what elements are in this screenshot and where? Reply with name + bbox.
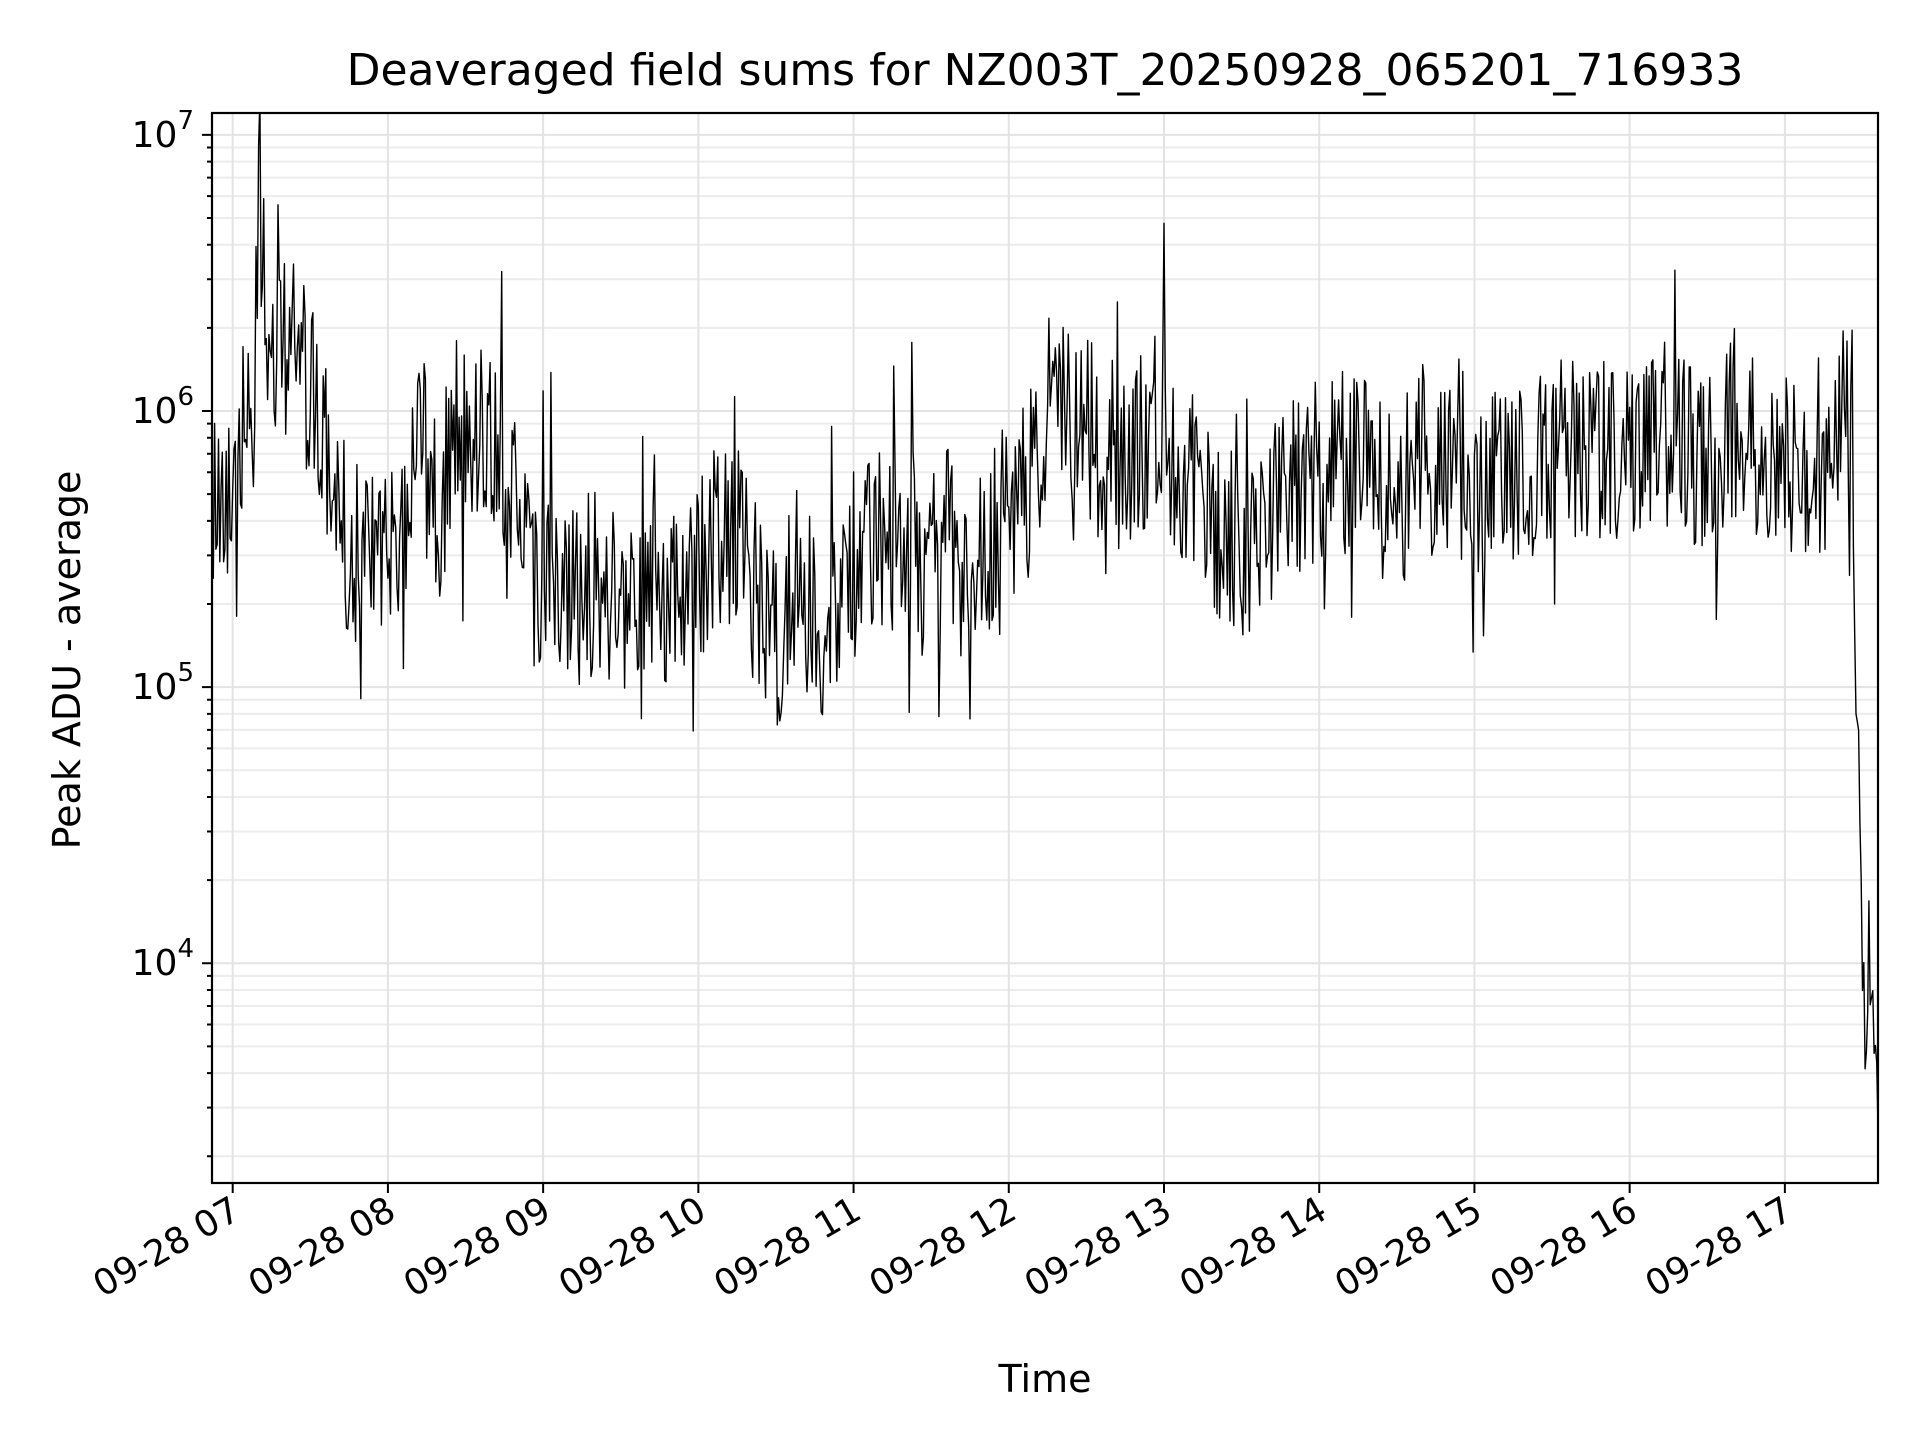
y-tick-label: 104 xyxy=(132,934,194,984)
series-layer xyxy=(212,113,1878,1130)
series-line xyxy=(212,113,1878,1130)
y-axis: 104 105 106 107 xyxy=(132,106,212,1158)
y-tick-label: 107 xyxy=(132,106,194,156)
y-tick-label: 105 xyxy=(132,658,194,708)
plot-frame xyxy=(210,111,1880,1185)
y-tick-label: 106 xyxy=(132,382,194,432)
y-axis-label: Peak ADU - average xyxy=(45,471,89,850)
chart-title: Deaveraged field sums for NZ003T_2025092… xyxy=(347,45,1744,96)
x-axis-label: Time xyxy=(998,1357,1092,1401)
